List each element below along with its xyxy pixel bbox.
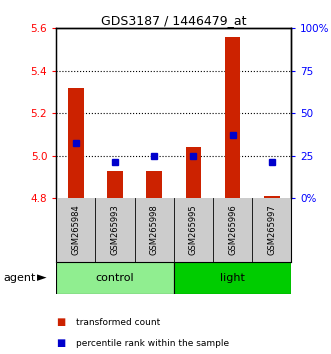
Text: ■: ■ <box>56 317 66 327</box>
Text: GSM265997: GSM265997 <box>267 205 276 256</box>
Text: GSM265998: GSM265998 <box>150 205 159 256</box>
Bar <box>186 147 201 198</box>
Bar <box>146 171 162 198</box>
Bar <box>107 171 123 198</box>
Bar <box>56 262 174 294</box>
Text: GSM265995: GSM265995 <box>189 205 198 256</box>
Text: agent: agent <box>3 273 36 283</box>
Text: ■: ■ <box>56 338 66 348</box>
Text: transformed count: transformed count <box>76 318 161 327</box>
Text: GSM265993: GSM265993 <box>111 205 119 256</box>
Title: GDS3187 / 1446479_at: GDS3187 / 1446479_at <box>101 14 247 27</box>
Text: GSM265984: GSM265984 <box>71 205 80 256</box>
Text: GSM265996: GSM265996 <box>228 205 237 256</box>
Bar <box>68 88 84 198</box>
Bar <box>264 196 280 198</box>
Bar <box>225 37 240 198</box>
Text: ►: ► <box>36 272 46 284</box>
Text: control: control <box>96 273 134 283</box>
Bar <box>174 262 291 294</box>
Text: light: light <box>220 273 245 283</box>
Text: percentile rank within the sample: percentile rank within the sample <box>76 339 229 348</box>
